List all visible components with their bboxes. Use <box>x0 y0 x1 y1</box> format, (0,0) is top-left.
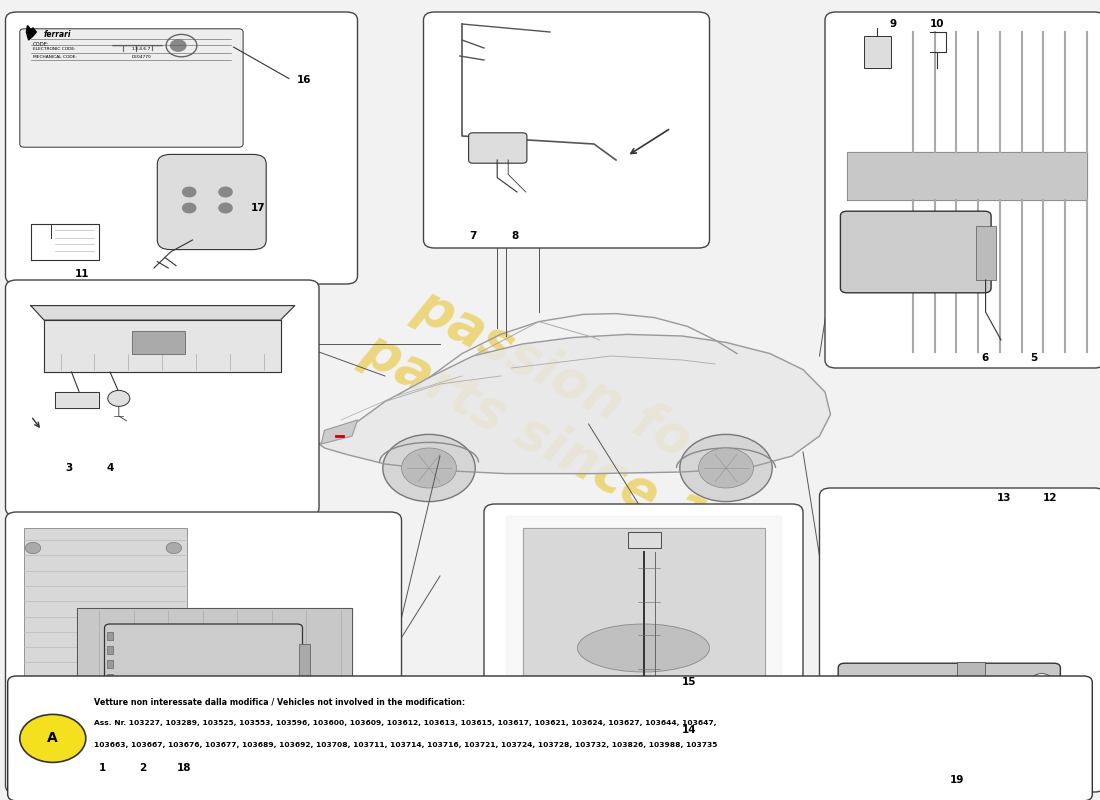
Text: 4: 4 <box>107 463 113 473</box>
FancyBboxPatch shape <box>299 644 310 684</box>
Polygon shape <box>31 224 99 260</box>
FancyBboxPatch shape <box>8 676 1092 800</box>
Ellipse shape <box>578 624 710 672</box>
FancyBboxPatch shape <box>837 722 1082 759</box>
FancyBboxPatch shape <box>424 12 710 248</box>
Polygon shape <box>847 152 1087 200</box>
Text: 5: 5 <box>1031 353 1037 362</box>
Circle shape <box>947 727 967 742</box>
Text: 7: 7 <box>470 231 476 241</box>
FancyBboxPatch shape <box>976 226 996 280</box>
Circle shape <box>108 390 130 406</box>
FancyBboxPatch shape <box>6 280 319 516</box>
Text: 14: 14 <box>682 725 696 734</box>
Text: A: A <box>47 731 58 746</box>
Circle shape <box>1046 727 1066 742</box>
Text: MECHANICAL CODE:: MECHANICAL CODE: <box>33 55 77 59</box>
FancyBboxPatch shape <box>107 632 113 640</box>
Text: ELECTRONIC CODE:: ELECTRONIC CODE: <box>33 47 76 51</box>
Polygon shape <box>77 608 352 720</box>
Text: 17: 17 <box>251 203 266 213</box>
Text: 18: 18 <box>176 763 191 773</box>
Circle shape <box>698 448 754 488</box>
Text: 103663, 103667, 103676, 103677, 103689, 103692, 103708, 103711, 103714, 103716, : 103663, 103667, 103676, 103677, 103689, … <box>94 742 717 747</box>
Circle shape <box>219 203 232 213</box>
Polygon shape <box>55 392 99 408</box>
Text: 11: 11 <box>75 269 90 278</box>
FancyBboxPatch shape <box>957 662 984 724</box>
Polygon shape <box>31 306 295 320</box>
Circle shape <box>25 542 41 554</box>
Circle shape <box>166 756 182 767</box>
Circle shape <box>183 187 196 197</box>
Circle shape <box>183 203 196 213</box>
Text: 8: 8 <box>512 231 518 241</box>
FancyBboxPatch shape <box>107 660 113 668</box>
Text: 19: 19 <box>949 775 965 785</box>
FancyBboxPatch shape <box>107 646 113 654</box>
FancyBboxPatch shape <box>825 12 1100 368</box>
FancyBboxPatch shape <box>24 528 187 780</box>
Text: 2: 2 <box>140 763 146 773</box>
Text: Vetture non interessate dalla modifica / Vehicles not involved in the modificati: Vetture non interessate dalla modifica /… <box>94 698 464 706</box>
Circle shape <box>680 434 772 502</box>
FancyBboxPatch shape <box>820 488 1100 792</box>
Circle shape <box>402 448 456 488</box>
Text: 9: 9 <box>890 19 896 29</box>
FancyBboxPatch shape <box>107 688 113 696</box>
FancyBboxPatch shape <box>484 504 803 792</box>
Text: 13: 13 <box>997 493 1012 502</box>
Circle shape <box>20 714 86 762</box>
Text: 1: 1 <box>99 763 106 773</box>
Text: 3: 3 <box>66 463 73 473</box>
Text: CODE:: CODE: <box>33 42 50 46</box>
Text: Ass. Nr. 103227, 103289, 103525, 103553, 103596, 103600, 103609, 103612, 103613,: Ass. Nr. 103227, 103289, 103525, 103553,… <box>94 720 716 726</box>
Polygon shape <box>319 334 830 474</box>
FancyBboxPatch shape <box>107 674 113 682</box>
Circle shape <box>219 187 232 197</box>
FancyBboxPatch shape <box>6 512 402 794</box>
FancyBboxPatch shape <box>469 133 527 163</box>
Circle shape <box>166 542 182 554</box>
FancyBboxPatch shape <box>132 331 185 354</box>
Text: ferrari: ferrari <box>44 30 72 39</box>
Circle shape <box>170 40 186 51</box>
FancyBboxPatch shape <box>157 154 266 250</box>
FancyBboxPatch shape <box>628 532 661 548</box>
Text: 16: 16 <box>297 75 311 85</box>
Text: 15: 15 <box>682 677 696 686</box>
FancyBboxPatch shape <box>864 36 891 68</box>
FancyBboxPatch shape <box>6 12 358 284</box>
Text: DE04770: DE04770 <box>132 55 152 59</box>
Polygon shape <box>26 26 36 40</box>
Polygon shape <box>44 320 280 372</box>
FancyBboxPatch shape <box>838 663 1060 721</box>
Text: 6: 6 <box>981 353 988 362</box>
Circle shape <box>848 727 868 742</box>
Circle shape <box>1031 674 1053 690</box>
Polygon shape <box>321 420 358 444</box>
FancyBboxPatch shape <box>20 29 243 147</box>
Polygon shape <box>522 528 764 772</box>
FancyBboxPatch shape <box>104 624 302 704</box>
Text: passion for
parts since 1: passion for parts since 1 <box>353 266 747 550</box>
Text: 12: 12 <box>1043 493 1058 502</box>
FancyBboxPatch shape <box>840 211 991 293</box>
Text: 1.3.4.6.7: 1.3.4.6.7 <box>132 47 152 51</box>
Circle shape <box>25 756 41 767</box>
Circle shape <box>383 434 475 502</box>
Polygon shape <box>506 516 781 780</box>
Text: 10: 10 <box>930 19 945 29</box>
